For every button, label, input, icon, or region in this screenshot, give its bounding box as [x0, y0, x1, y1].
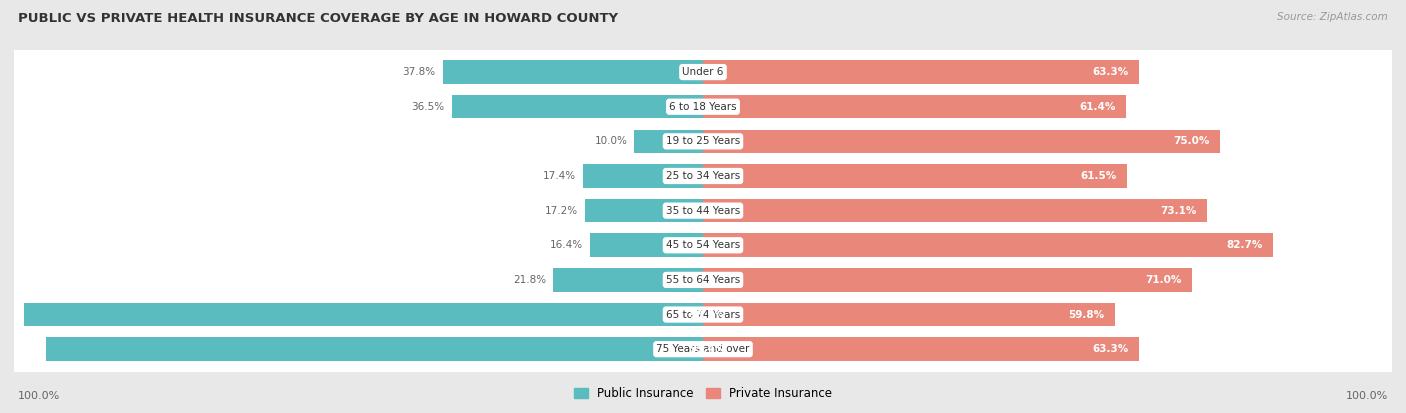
Text: 82.7%: 82.7% — [1226, 240, 1263, 250]
Text: 19 to 25 Years: 19 to 25 Years — [666, 136, 740, 146]
Bar — [634, 130, 703, 153]
FancyBboxPatch shape — [13, 313, 1393, 385]
FancyBboxPatch shape — [13, 37, 1393, 107]
Text: 36.5%: 36.5% — [412, 102, 444, 112]
Text: Source: ZipAtlas.com: Source: ZipAtlas.com — [1277, 12, 1388, 22]
FancyBboxPatch shape — [13, 71, 1393, 142]
Bar — [703, 60, 1139, 84]
Text: 16.4%: 16.4% — [550, 240, 583, 250]
FancyBboxPatch shape — [13, 279, 1393, 350]
Text: 55 to 64 Years: 55 to 64 Years — [666, 275, 740, 285]
Text: 100.0%: 100.0% — [1346, 391, 1388, 401]
Text: 10.0%: 10.0% — [595, 136, 627, 146]
Text: 17.2%: 17.2% — [544, 206, 578, 216]
Legend: Public Insurance, Private Insurance: Public Insurance, Private Insurance — [569, 382, 837, 404]
FancyBboxPatch shape — [13, 209, 1393, 281]
Text: 45 to 54 Years: 45 to 54 Years — [666, 240, 740, 250]
Text: 17.4%: 17.4% — [543, 171, 576, 181]
Text: 98.6%: 98.6% — [689, 310, 725, 320]
Text: 71.0%: 71.0% — [1146, 275, 1182, 285]
Bar — [553, 268, 703, 292]
Bar — [585, 199, 703, 223]
Text: 61.5%: 61.5% — [1080, 171, 1116, 181]
Text: 21.8%: 21.8% — [513, 275, 546, 285]
FancyBboxPatch shape — [13, 71, 1393, 143]
Text: PUBLIC VS PRIVATE HEALTH INSURANCE COVERAGE BY AGE IN HOWARD COUNTY: PUBLIC VS PRIVATE HEALTH INSURANCE COVER… — [18, 12, 619, 25]
Text: 75 Years and over: 75 Years and over — [657, 344, 749, 354]
FancyBboxPatch shape — [13, 244, 1393, 316]
Bar — [703, 268, 1192, 292]
FancyBboxPatch shape — [13, 175, 1393, 247]
Bar — [703, 130, 1219, 153]
Bar — [703, 337, 1139, 361]
Text: 35 to 44 Years: 35 to 44 Years — [666, 206, 740, 216]
Bar — [591, 233, 703, 257]
Text: 25 to 34 Years: 25 to 34 Years — [666, 171, 740, 181]
Bar — [703, 303, 1115, 326]
FancyBboxPatch shape — [13, 140, 1393, 212]
FancyBboxPatch shape — [13, 314, 1393, 385]
FancyBboxPatch shape — [13, 278, 1393, 351]
Text: 65 to 74 Years: 65 to 74 Years — [666, 310, 740, 320]
Bar — [46, 337, 703, 361]
Bar — [443, 60, 703, 84]
Text: 59.8%: 59.8% — [1069, 310, 1105, 320]
FancyBboxPatch shape — [13, 36, 1393, 108]
FancyBboxPatch shape — [13, 175, 1393, 246]
Text: 63.3%: 63.3% — [1092, 344, 1129, 354]
Text: 100.0%: 100.0% — [18, 391, 60, 401]
Text: 37.8%: 37.8% — [402, 67, 436, 77]
Text: 73.1%: 73.1% — [1160, 206, 1197, 216]
Text: 63.3%: 63.3% — [1092, 67, 1129, 77]
Text: 6 to 18 Years: 6 to 18 Years — [669, 102, 737, 112]
Bar — [703, 199, 1206, 223]
Bar — [703, 95, 1126, 119]
Bar — [451, 95, 703, 119]
Bar — [24, 303, 703, 326]
Text: 75.0%: 75.0% — [1173, 136, 1209, 146]
Text: Under 6: Under 6 — [682, 67, 724, 77]
FancyBboxPatch shape — [13, 244, 1393, 315]
FancyBboxPatch shape — [13, 210, 1393, 280]
FancyBboxPatch shape — [13, 105, 1393, 177]
Text: 61.4%: 61.4% — [1080, 102, 1116, 112]
FancyBboxPatch shape — [13, 106, 1393, 177]
FancyBboxPatch shape — [13, 141, 1393, 211]
Bar — [703, 164, 1126, 188]
Text: 95.4%: 95.4% — [689, 344, 725, 354]
Bar — [703, 233, 1272, 257]
Bar — [583, 164, 703, 188]
